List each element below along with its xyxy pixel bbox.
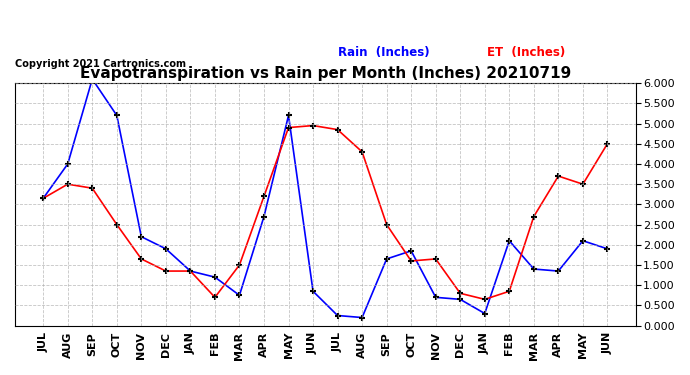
ET  (Inches): [88, 186, 97, 190]
Rain  (Inches): [186, 269, 195, 273]
ET  (Inches): [39, 196, 48, 201]
ET  (Inches): [186, 269, 195, 273]
ET  (Inches): [530, 214, 538, 219]
ET  (Inches): [456, 291, 464, 296]
Rain  (Inches): [530, 267, 538, 271]
Rain  (Inches): [456, 297, 464, 302]
ET  (Inches): [505, 289, 513, 294]
Text: ET  (Inches): ET (Inches): [486, 46, 565, 59]
ET  (Inches): [309, 123, 317, 128]
Rain  (Inches): [358, 315, 366, 320]
ET  (Inches): [431, 256, 440, 261]
Rain  (Inches): [382, 256, 391, 261]
ET  (Inches): [333, 128, 342, 132]
Rain  (Inches): [333, 313, 342, 318]
ET  (Inches): [554, 174, 562, 178]
Rain  (Inches): [481, 311, 489, 316]
Line: ET  (Inches): ET (Inches): [40, 122, 611, 303]
ET  (Inches): [358, 150, 366, 154]
Rain  (Inches): [554, 269, 562, 273]
Rain  (Inches): [505, 238, 513, 243]
Rain  (Inches): [407, 249, 415, 253]
ET  (Inches): [407, 259, 415, 263]
ET  (Inches): [382, 222, 391, 227]
Rain  (Inches): [88, 77, 97, 81]
ET  (Inches): [603, 141, 611, 146]
ET  (Inches): [161, 269, 170, 273]
ET  (Inches): [112, 222, 121, 227]
Text: Rain  (Inches): Rain (Inches): [337, 46, 429, 59]
Rain  (Inches): [161, 247, 170, 251]
ET  (Inches): [579, 182, 587, 186]
Rain  (Inches): [431, 295, 440, 300]
ET  (Inches): [481, 297, 489, 302]
Text: Copyright 2021 Cartronics.com: Copyright 2021 Cartronics.com: [15, 58, 186, 69]
Rain  (Inches): [39, 196, 48, 201]
Rain  (Inches): [309, 289, 317, 294]
ET  (Inches): [284, 125, 293, 130]
Line: Rain  (Inches): Rain (Inches): [40, 76, 611, 321]
ET  (Inches): [235, 263, 244, 267]
Rain  (Inches): [579, 238, 587, 243]
Title: Evapotranspiration vs Rain per Month (Inches) 20210719: Evapotranspiration vs Rain per Month (In…: [79, 66, 571, 81]
Rain  (Inches): [112, 113, 121, 118]
Rain  (Inches): [210, 275, 219, 279]
ET  (Inches): [210, 295, 219, 300]
Rain  (Inches): [137, 234, 146, 239]
Rain  (Inches): [284, 113, 293, 118]
ET  (Inches): [260, 194, 268, 198]
Rain  (Inches): [603, 247, 611, 251]
ET  (Inches): [137, 256, 146, 261]
Rain  (Inches): [260, 214, 268, 219]
Rain  (Inches): [235, 293, 244, 298]
ET  (Inches): [63, 182, 72, 186]
Rain  (Inches): [63, 162, 72, 166]
